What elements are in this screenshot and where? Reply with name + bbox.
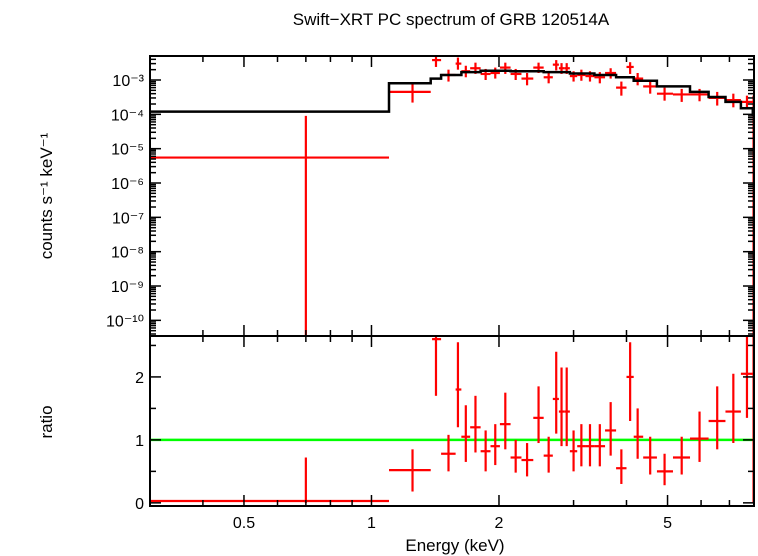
spectrum-data-point <box>643 80 657 94</box>
ratio-data-point <box>510 439 522 473</box>
ratio-data-point <box>533 386 544 444</box>
spectrum-panel: 10⁻¹⁰ 10⁻⁹ 10⁻⁸ 10⁻⁷ 10⁻⁶ 10⁻⁵ 10⁻⁴ 10⁻³ <box>106 55 755 337</box>
spectrum-data-point <box>605 68 617 79</box>
ratio-panel: 0.5 1 2 5 0 1 2 <box>135 335 755 532</box>
spectrum-y-tick-label: 10⁻³ <box>112 73 144 90</box>
spectrum-data-point <box>490 67 500 79</box>
ratio-data-point <box>499 392 511 450</box>
spectrum-data-point <box>633 72 644 86</box>
ratio-data-point <box>455 342 462 428</box>
ratio-data-point <box>643 436 657 475</box>
spectrum-data-point <box>708 91 726 106</box>
ratio-data-point <box>725 373 741 444</box>
spectrum-y-tick-label: 10⁻⁶ <box>111 176 144 193</box>
spectrum-y-tick-label: 10⁻¹⁰ <box>106 313 144 330</box>
x-tick-label: 1 <box>367 515 376 532</box>
spectrum-data-point <box>389 83 431 103</box>
ratio-data-point <box>577 424 586 467</box>
spectrum-data-point <box>616 81 627 96</box>
spectrum-y-axis-label: counts s⁻¹ keV⁻¹ <box>37 132 56 259</box>
ratio-data-point <box>585 424 595 467</box>
ratio-data-point <box>470 395 481 453</box>
spectrum-data-point <box>672 88 691 102</box>
ratio-data-point <box>389 449 431 492</box>
spectrum-data-point <box>521 72 534 86</box>
ratio-axes-frame <box>149 335 755 507</box>
ratio-y-tick-label: 0 <box>135 496 144 513</box>
spectrum-data-point <box>740 95 753 110</box>
ratio-data-point <box>605 402 617 456</box>
spectrum-model-step-line <box>150 69 754 116</box>
spectrum-data-point <box>150 115 390 336</box>
x-axis-label: Energy (keV) <box>405 536 504 555</box>
ratio-data-point <box>656 453 673 486</box>
x-tick-label: 5 <box>663 515 672 532</box>
ratio-data-point <box>672 436 691 475</box>
ratio-data-point <box>480 430 491 472</box>
ratio-data-point <box>616 449 627 484</box>
spectrum-axes-frame <box>149 55 755 337</box>
ratio-data-point <box>708 386 726 450</box>
spectrum-y-tick-label: 10⁻⁹ <box>111 279 144 296</box>
ratio-data-point <box>432 336 442 396</box>
spectrum-data-point <box>499 62 511 74</box>
ratio-data-point <box>461 405 471 462</box>
ratio-data-point <box>564 367 570 447</box>
ratio-data-point <box>633 408 644 459</box>
spectrum-data-point <box>656 87 673 101</box>
spectrum-data-point <box>455 57 462 70</box>
ratio-data-point <box>441 434 456 472</box>
ratio-data-point <box>558 367 565 447</box>
ratio-data-point <box>626 342 634 421</box>
ratio-data-point <box>569 430 578 472</box>
spectrum-data-point <box>543 72 553 84</box>
spectrum-data-point <box>725 93 741 108</box>
spectrum-y-tick-label: 10⁻⁸ <box>111 245 144 262</box>
chart-title: Swift−XRT PC spectrum of GRB 120514A <box>293 10 610 29</box>
spectrum-y-tick-label: 10⁻⁷ <box>112 210 144 227</box>
spectrum-data-point <box>577 69 586 81</box>
ratio-data-point <box>521 443 534 477</box>
ratio-data-point <box>543 436 553 473</box>
x-tick-label: 2 <box>495 515 504 532</box>
spectrum-data-point <box>552 60 559 71</box>
x-tick-label: 0.5 <box>233 515 255 532</box>
ratio-y-tick-label: 1 <box>135 433 144 450</box>
ratio-data-point <box>690 411 709 462</box>
spectrum-y-tick-label: 10⁻⁴ <box>111 107 144 124</box>
ratio-data-point <box>594 424 606 467</box>
spectrum-data-point <box>626 62 634 74</box>
ratio-data-point <box>490 424 500 466</box>
spectrum-data-point <box>432 56 442 67</box>
ratio-data-point <box>552 351 559 434</box>
spectrum-y-tick-label: 10⁻⁵ <box>111 142 144 159</box>
ratio-y-axis-label: ratio <box>37 405 56 438</box>
ratio-y-tick-label: 2 <box>135 370 144 387</box>
ratio-data-point <box>150 457 390 503</box>
